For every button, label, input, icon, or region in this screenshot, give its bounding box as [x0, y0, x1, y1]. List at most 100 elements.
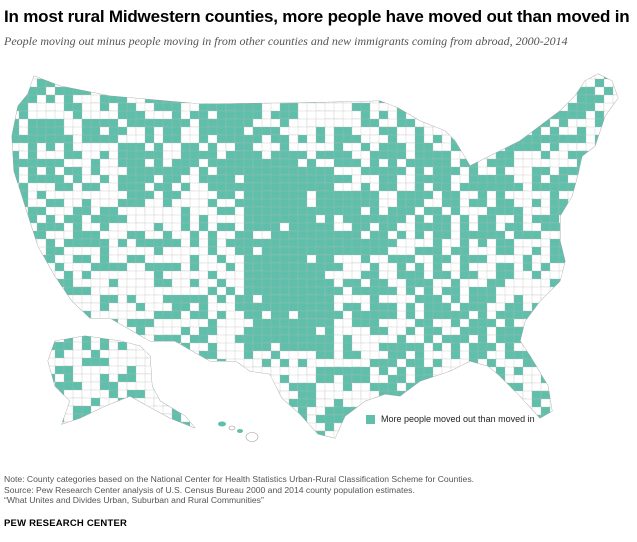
county-cell: [12, 294, 25, 304]
county-cell: [558, 414, 574, 425]
legend-swatch: [366, 414, 375, 424]
county-cell: [558, 374, 570, 384]
county-cell: [495, 118, 510, 129]
county-cell: [162, 74, 177, 84]
county-cell: [594, 270, 610, 284]
county-cell: [81, 430, 97, 438]
county-cell: [351, 74, 364, 81]
county-cell: [603, 262, 616, 273]
county-cell: [522, 254, 534, 264]
map-legend: More people moved out than moved in: [366, 414, 535, 424]
county-cell: [549, 414, 563, 428]
county-cell: [18, 334, 29, 344]
county-cell: [135, 430, 148, 438]
county-cell: [45, 278, 60, 288]
county-cell: [216, 326, 228, 337]
county-cell: [99, 414, 113, 428]
county-cell: [549, 374, 564, 384]
county-cell: [360, 190, 372, 201]
county-cell: [144, 238, 156, 249]
county-cell: [585, 278, 600, 289]
county-cell: [495, 78, 509, 89]
county-cell: [540, 414, 554, 424]
county-cell: [144, 414, 159, 425]
legend-label: More people moved out than moved in: [381, 414, 535, 424]
county-cell: [171, 397, 182, 409]
county-cell: [91, 439, 100, 447]
county-cell: [396, 390, 409, 401]
county-cell: [594, 342, 609, 354]
county-cell: [522, 78, 536, 88]
county-cell: [72, 326, 88, 337]
county-cell: [180, 398, 194, 408]
county-cell: [180, 358, 192, 372]
county-cell: [612, 174, 618, 186]
county-cell: [612, 246, 618, 257]
county-cell: [54, 294, 67, 307]
county-cell: [468, 86, 482, 100]
county-cell: [171, 382, 187, 394]
county-cell: [576, 214, 592, 228]
county-cell: [234, 74, 249, 82]
county-cell: [288, 74, 304, 82]
county-cell: [18, 326, 30, 339]
county-cell: [306, 302, 317, 312]
county-cell: [522, 374, 533, 384]
county-cell: [27, 246, 39, 256]
county-cell: [153, 357, 166, 370]
county-cell: [414, 422, 426, 436]
county-cell: [441, 94, 454, 104]
county-cell: [414, 198, 426, 209]
county-cell: [36, 294, 48, 307]
county-cell: [180, 389, 194, 402]
county-cell: [12, 422, 22, 432]
county-cell: [423, 342, 434, 353]
county-cell: [117, 381, 128, 392]
county-cell: [450, 270, 461, 280]
county-cell: [216, 310, 227, 320]
county-cell: [567, 262, 578, 272]
county-cell: [252, 190, 263, 201]
county-cell: [405, 150, 417, 160]
county-cell: [576, 318, 590, 332]
county-cell: [432, 74, 448, 83]
county-cell: [225, 414, 236, 427]
county-cell: [45, 334, 56, 345]
county-cell: [585, 150, 599, 162]
county-cell: [522, 94, 534, 104]
county-cell: [504, 86, 515, 96]
county-cell: [360, 198, 371, 208]
county-cell: [495, 430, 507, 438]
county-cell: [450, 182, 461, 193]
county-cell: [594, 382, 610, 393]
county-cell: [612, 142, 618, 154]
county-cell: [612, 310, 618, 322]
county-cell: [603, 238, 617, 250]
county-cell: [612, 134, 618, 146]
county-cell: [45, 422, 60, 434]
county-cell: [117, 421, 129, 428]
county-cell: [567, 254, 583, 264]
county-cell: [153, 366, 166, 379]
county-cell: [441, 246, 453, 257]
county-cell: [18, 366, 30, 376]
county-cell: [585, 198, 596, 212]
county-cell: [297, 86, 313, 96]
county-cell: [594, 206, 606, 216]
county-cell: [612, 294, 618, 304]
county-cell: [594, 246, 610, 259]
county-cell: [315, 302, 327, 313]
county-cell: [27, 294, 40, 306]
county-cell: [567, 342, 581, 352]
county-cell: [576, 334, 590, 344]
county-cell: [144, 318, 155, 329]
county-cell: [108, 158, 120, 168]
county-cell: [486, 94, 499, 108]
county-cell: [558, 318, 574, 330]
county-cell: [72, 389, 83, 399]
county-cell: [18, 422, 34, 434]
county-cell: [477, 78, 489, 91]
county-cell: [567, 302, 581, 314]
county-cell: [423, 422, 435, 433]
county-cell: [48, 389, 61, 403]
